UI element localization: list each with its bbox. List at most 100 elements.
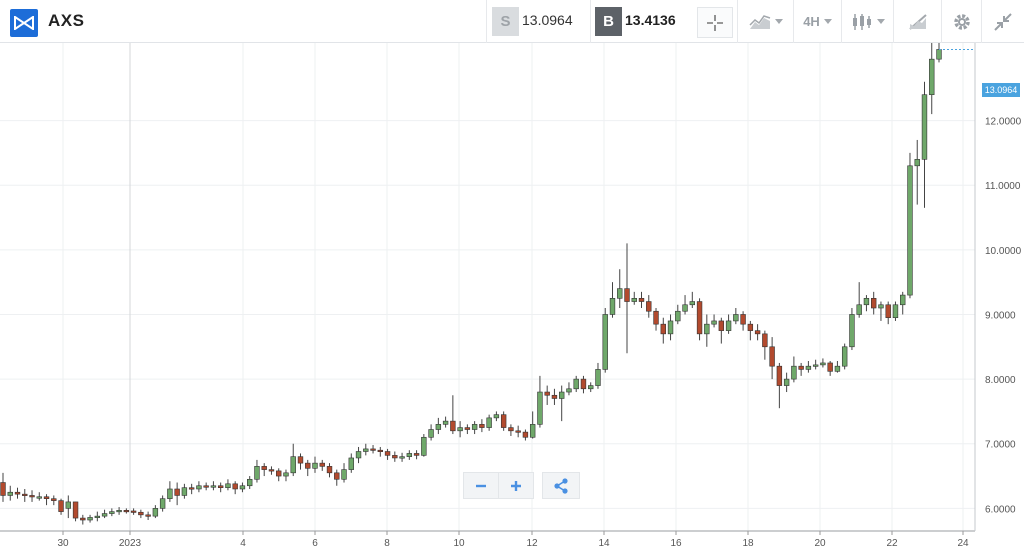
x-tick-label: 24 xyxy=(957,538,969,549)
candle-down xyxy=(762,333,768,348)
candle-up xyxy=(820,362,826,366)
candle-up xyxy=(65,501,71,509)
candle-up xyxy=(783,378,790,386)
candle-down xyxy=(769,346,775,367)
candle-up xyxy=(109,511,115,514)
candle-up xyxy=(181,487,188,496)
candlestick-icon xyxy=(852,13,871,30)
candle-down xyxy=(297,456,304,464)
buy-button[interactable]: B xyxy=(595,7,622,36)
x-tick-label: 16 xyxy=(670,538,682,549)
candle-up xyxy=(471,424,478,430)
candle-up xyxy=(914,159,920,167)
candle-up xyxy=(529,424,536,438)
sell-section[interactable] xyxy=(486,0,590,43)
candles-button[interactable] xyxy=(841,0,893,43)
candle-up xyxy=(878,304,884,309)
candle-up xyxy=(116,510,122,513)
candle-down xyxy=(646,301,652,312)
candle-up xyxy=(254,466,260,480)
candle-up xyxy=(101,513,108,517)
timeframe-dropdown[interactable]: 4H xyxy=(793,0,841,43)
candle-down xyxy=(871,298,877,309)
candle-up xyxy=(856,304,862,315)
candle-down xyxy=(305,462,311,469)
crosshair-button[interactable] xyxy=(697,7,733,38)
sell-button[interactable]: S xyxy=(492,7,519,36)
share-icon xyxy=(554,477,568,494)
candle-down xyxy=(29,495,35,498)
x-tick-label: 4 xyxy=(240,538,246,549)
candle-up xyxy=(667,320,674,335)
x-tick-label: 14 xyxy=(598,538,610,549)
price-chart[interactable]: 6.0000 7.0000 8.0000 9.0000 10.0000 11.0000 12… xyxy=(0,43,1024,556)
share-button[interactable] xyxy=(542,472,580,499)
candle-down xyxy=(319,462,325,467)
chart-toolbar: AXS S 13.0964 B 13.4136 4H xyxy=(0,0,1024,43)
candle-down xyxy=(80,517,86,521)
buy-section[interactable] xyxy=(590,0,694,43)
candle-down xyxy=(188,487,195,490)
candle-down xyxy=(747,323,754,331)
y-tick-label: 6.0000 xyxy=(985,504,1016,515)
timeframe-label: 4H xyxy=(803,14,820,29)
candle-down xyxy=(145,514,151,517)
candle-down xyxy=(551,394,558,399)
gear-icon xyxy=(953,13,970,30)
candle-down xyxy=(334,472,340,480)
candle-up xyxy=(457,427,463,432)
candle-down xyxy=(261,466,267,470)
candle-up xyxy=(849,314,855,348)
y-tick-label: 9.0000 xyxy=(985,310,1016,321)
draw-tools-button[interactable] xyxy=(893,0,941,43)
candle-up xyxy=(936,49,942,60)
candle-down xyxy=(798,365,804,370)
chart-style-button[interactable] xyxy=(737,0,793,43)
candle-up xyxy=(159,498,166,509)
candle-up xyxy=(704,323,710,335)
candle-up xyxy=(167,488,173,499)
current-price-tag: 13.0964 xyxy=(982,83,1020,97)
x-tick-label: 2023 xyxy=(119,538,142,549)
candle-down xyxy=(653,310,659,325)
x-tick-label: 18 xyxy=(742,538,754,549)
candle-down xyxy=(232,483,238,490)
candle-up xyxy=(682,304,688,312)
candle-up xyxy=(812,364,819,367)
zoom-in-button[interactable] xyxy=(498,472,534,499)
bowtie-logo-icon xyxy=(10,9,38,37)
candle-down xyxy=(22,493,28,496)
instrument-symbol: AXS xyxy=(48,11,85,30)
candle-up xyxy=(834,365,841,372)
candle-down xyxy=(72,501,79,519)
candle-up xyxy=(435,424,442,430)
zoom-out-button[interactable] xyxy=(463,472,499,499)
candle-up xyxy=(907,165,913,296)
candle-down xyxy=(14,491,21,495)
candle-up xyxy=(486,417,492,428)
candle-down xyxy=(776,365,783,386)
candle-up xyxy=(210,485,217,488)
candle-down xyxy=(370,448,376,451)
x-tick-label: 20 xyxy=(814,538,826,549)
candle-down xyxy=(123,510,130,513)
y-tick-label: 11.0000 xyxy=(985,181,1021,192)
candle-down xyxy=(377,449,383,453)
y-tick-label: 7.0000 xyxy=(985,440,1016,451)
candle-down xyxy=(624,288,630,302)
candle-down xyxy=(479,424,485,428)
candle-up xyxy=(341,469,347,480)
crosshair-icon xyxy=(707,14,723,31)
candle-down xyxy=(130,510,137,513)
candle-up xyxy=(442,420,449,425)
candle-up xyxy=(573,378,579,390)
candle-up xyxy=(348,457,354,470)
settings-button[interactable] xyxy=(941,0,981,43)
candle-down xyxy=(413,453,420,456)
candle-up xyxy=(566,388,572,393)
candle-up xyxy=(631,298,637,302)
candle-down xyxy=(464,427,471,430)
candle-up xyxy=(290,456,296,474)
candle-down xyxy=(718,320,725,331)
collapse-button[interactable] xyxy=(981,0,1024,43)
